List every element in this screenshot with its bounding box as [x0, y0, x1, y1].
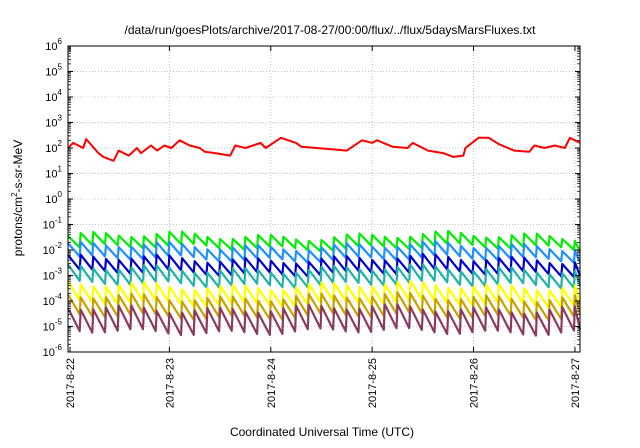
series-line-7	[67, 291, 582, 322]
series-line-5	[67, 263, 582, 290]
y-tick-label: 10-4	[43, 292, 63, 308]
series-line-6	[67, 279, 582, 309]
series-line-4	[67, 252, 582, 279]
y-tick-label: 102	[45, 139, 62, 155]
x-tick-label: 2017-8-27	[570, 358, 582, 408]
chart-title: /data/run/goesPlots/archive/2017-08-27/0…	[125, 23, 537, 37]
series-line-8	[67, 303, 582, 337]
y-tick-label: 10-1	[43, 216, 63, 232]
y-tick-label: 10-5	[43, 318, 63, 334]
x-tick-label: 2017-8-22	[65, 358, 77, 408]
y-tick-label: 101	[45, 165, 62, 181]
series-group	[67, 136, 582, 337]
y-tick-label: 100	[45, 190, 62, 206]
x-tick-label: 2017-8-26	[469, 358, 481, 408]
x-tick-label: 2017-8-25	[367, 358, 379, 408]
y-axis-label: protons/cm2-s-sr-MeV	[10, 140, 25, 256]
y-tick-label: 105	[45, 63, 62, 79]
series-line-1	[67, 136, 581, 162]
series-line-2	[67, 229, 581, 253]
y-tick-label: 10-2	[43, 241, 63, 257]
series-line-3	[67, 240, 582, 264]
x-axis-label: Coordinated Universal Time (UTC)	[230, 425, 414, 439]
y-tick-label: 10-3	[43, 267, 63, 283]
ticks: 10-6 10-5 10-4 10-3 10-2 10-1 100 101 102 103 104 1…	[43, 37, 582, 408]
grid	[68, 46, 580, 352]
y-tick-label: 103	[45, 114, 62, 130]
y-tick-label: 104	[45, 88, 62, 104]
y-tick-label: 106	[45, 37, 62, 53]
y-tick-label: 10-6	[43, 343, 63, 359]
x-tick-label: 2017-8-24	[266, 358, 278, 408]
x-tick-label: 2017-8-23	[164, 358, 176, 408]
